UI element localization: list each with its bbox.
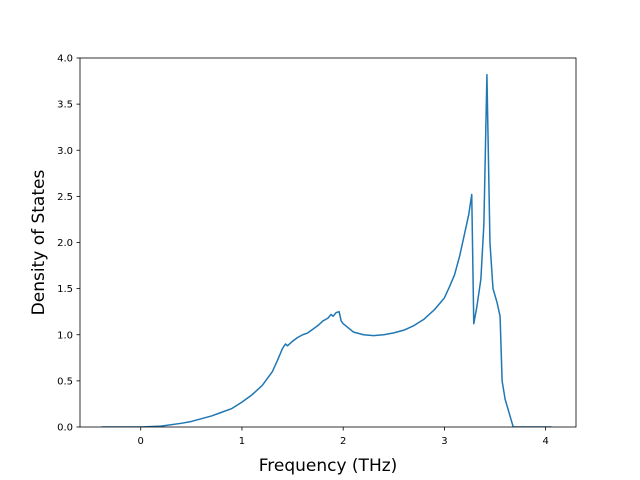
series-line-0 (101, 73, 552, 427)
y-axis-label: Density of States (29, 170, 49, 316)
series-layer (101, 73, 552, 427)
y-tick-label: 3.0 (57, 146, 73, 157)
y-tick-label: 0.5 (57, 376, 73, 387)
x-tick-label: 4 (542, 436, 548, 447)
axes-layer: 0 1 2 3 4 0.0 0.5 1.0 1.5 2.0 2.5 3.0 3.5 4.0 (57, 54, 577, 447)
y-tick-label: 0.0 (57, 423, 73, 434)
y-tick-label: 4.0 (57, 54, 73, 65)
y-tick-label: 2.0 (57, 238, 73, 249)
x-tick-label: 3 (441, 436, 447, 447)
x-axis-label: Frequency (THz) (259, 456, 398, 476)
y-tick-label: 2.5 (57, 192, 73, 203)
y-tick-label: 1.5 (57, 284, 73, 295)
x-tick-label: 1 (239, 436, 245, 447)
plot-area (80, 58, 576, 427)
y-tick-label: 3.5 (57, 100, 73, 111)
plot-background (80, 58, 576, 427)
x-tick-label: 2 (340, 436, 346, 447)
x-tick-label: 0 (138, 436, 144, 447)
y-tick-label: 1.0 (57, 330, 73, 341)
